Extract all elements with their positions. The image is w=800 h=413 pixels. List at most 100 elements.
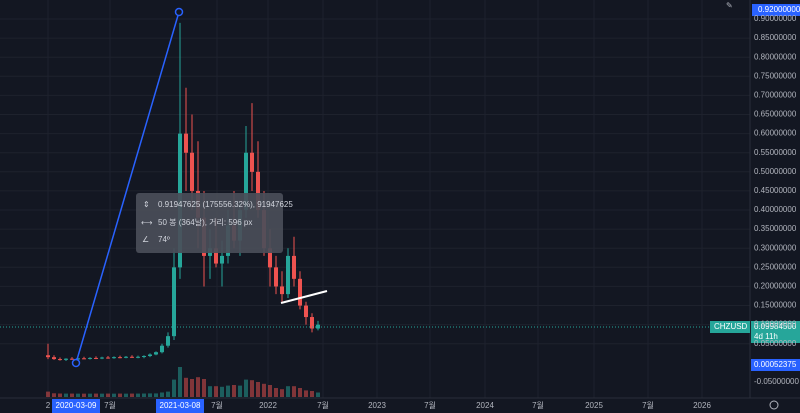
candle-body [250, 152, 254, 172]
candle-body [154, 352, 158, 355]
volume-bar [202, 379, 206, 397]
price-label: -0.05000000 [754, 377, 799, 386]
price-label: 0.25000000 [754, 262, 797, 271]
price-label: 0.85000000 [754, 33, 797, 42]
price-label: 0.80000000 [754, 52, 797, 61]
volume-bar [76, 393, 80, 397]
candle-body [292, 255, 296, 279]
volume-bar [172, 379, 176, 397]
candle-body [280, 286, 284, 295]
price-label: 0.65000000 [754, 110, 797, 119]
volume-bar [166, 391, 170, 397]
price-label: 0.10000000 [754, 320, 797, 329]
time-axis: 2 7월 7월 2022 7월 2023 7월 2024 7월 2025 7월 2026 2020-03… [46, 399, 711, 413]
price-label: 0.70000000 [754, 91, 797, 100]
grid [0, 0, 750, 398]
volume-bar [304, 390, 308, 397]
volume-bar [58, 393, 62, 397]
measure-handle[interactable] [174, 7, 184, 17]
volume-bar [118, 393, 122, 397]
volume-bar [154, 393, 158, 397]
date-badge-text: 2021-03-08 [160, 401, 201, 410]
volume-bar [94, 393, 98, 397]
volume-bar [106, 393, 110, 397]
time-label: 7월 [211, 400, 223, 410]
candle-body [274, 267, 278, 287]
volume-bar [184, 377, 188, 397]
candle-body [298, 278, 302, 306]
time-label: 2023 [368, 401, 386, 410]
measure-line[interactable] [75, 11, 180, 364]
date-badge-text: 2020-03-09 [56, 401, 97, 410]
volume-bar [316, 392, 320, 397]
price-label: 0.40000000 [754, 205, 797, 214]
volume-bar [292, 386, 296, 397]
candle-body [214, 248, 218, 264]
candle-body [112, 357, 116, 359]
price-label: 0.30000000 [754, 243, 797, 252]
candle-body [118, 357, 122, 359]
volume-bar [226, 385, 230, 397]
volume-bar [280, 389, 284, 397]
volume-bar [238, 385, 242, 397]
volume-bar [130, 393, 134, 397]
candle-body [256, 171, 260, 211]
tooltip-icon: ⟷ [141, 218, 153, 227]
tooltip-icon: ∠ [142, 235, 149, 244]
volume-bar [214, 386, 218, 397]
price-label: 0.90000000 [754, 14, 797, 23]
volume-bar [274, 388, 278, 397]
volume-bar [256, 382, 260, 397]
time-label: 2024 [476, 401, 494, 410]
candle-body [220, 255, 224, 264]
volume [46, 367, 320, 397]
candle-body [100, 357, 104, 359]
volume-bar [220, 386, 224, 397]
price-label: 0.45000000 [754, 186, 797, 195]
candle-body [286, 255, 290, 295]
toolbar-icon[interactable]: ✎ [726, 1, 733, 10]
trend-line[interactable] [280, 290, 328, 304]
candle-body [160, 345, 164, 353]
volume-bar [64, 393, 68, 397]
symbol-badge [710, 321, 750, 333]
low-badge-text: 0.00052375 [754, 360, 797, 369]
price-label: 0.15000000 [754, 301, 797, 310]
price-label: 0.75000000 [754, 71, 797, 80]
candle-body [124, 356, 128, 358]
time-label: 7월 [104, 400, 116, 410]
price-label: 0.60000000 [754, 129, 797, 138]
volume-bar [100, 393, 104, 397]
candle-body [142, 356, 146, 358]
volume-bar [190, 379, 194, 397]
volume-bar [310, 391, 314, 397]
settings-button[interactable] [769, 400, 779, 410]
tooltip-angle: 74º [158, 235, 170, 244]
candle-body [46, 355, 50, 358]
tooltip-range: 50 봉 (364날), 거리: 596 px [158, 217, 252, 227]
candle-body [166, 336, 170, 346]
price-label: 0.20000000 [754, 282, 797, 291]
price-label: 0.55000000 [754, 148, 797, 157]
last-price-badge [751, 321, 800, 343]
candle-body [88, 357, 92, 359]
candle-body [58, 359, 62, 361]
volume-bar [46, 391, 50, 397]
symbol-text: CHZUSD [714, 322, 748, 331]
candle-body [70, 358, 74, 360]
volume-bar [88, 393, 92, 397]
candle-body [76, 358, 80, 360]
date-badge [52, 399, 100, 413]
volume-bar [124, 393, 128, 397]
candle-body [268, 248, 272, 268]
top-badge [752, 4, 800, 16]
low-badge [751, 359, 800, 371]
measure-handle[interactable] [71, 358, 81, 368]
volume-bar [244, 379, 248, 397]
candle-body [310, 317, 314, 329]
volume-bar [148, 393, 152, 397]
volume-bar [298, 388, 302, 397]
time-label: 7월 [642, 400, 654, 410]
